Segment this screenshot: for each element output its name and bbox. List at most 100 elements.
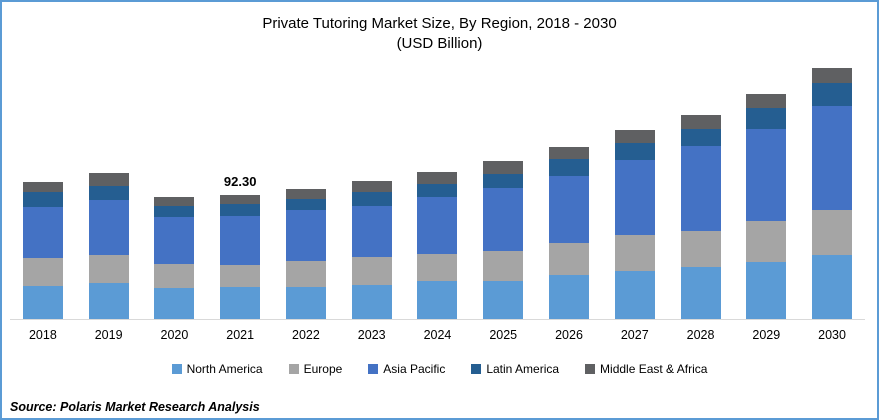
bar-slot-2021: 92.30 <box>207 62 273 319</box>
x-tick-label-2018: 2018 <box>28 328 57 342</box>
bar-slot-2023 <box>339 62 405 319</box>
bar-segment-north-america <box>746 262 787 319</box>
bar-segment-north-america <box>22 285 63 319</box>
legend-label: Middle East & Africa <box>600 362 708 376</box>
source-note: Source: Polaris Market Research Analysis <box>10 400 260 414</box>
bar-segment-asia-pacific <box>351 206 392 257</box>
legend-item-europe: Europe <box>288 362 343 376</box>
stacked-bar-2029 <box>746 93 787 319</box>
bar-segment-europe <box>417 253 458 282</box>
x-tick-label-2024: 2024 <box>423 328 452 342</box>
bar-segment-middle-east-africa <box>483 160 524 174</box>
x-tick-label-2028: 2028 <box>686 328 715 342</box>
bar-segment-north-america <box>483 280 524 319</box>
bar-slot-2019 <box>76 62 142 319</box>
bar-segment-asia-pacific <box>285 210 326 262</box>
bar-segment-asia-pacific <box>154 216 195 265</box>
stacked-bar-2030 <box>812 68 853 319</box>
bar-segment-europe <box>22 257 63 286</box>
bar-segment-latin-america <box>351 192 392 207</box>
x-tick-label-2030: 2030 <box>818 328 846 342</box>
stacked-bar-2022 <box>285 188 326 319</box>
bar-segment-north-america <box>285 286 326 319</box>
bar-segment-middle-east-africa <box>220 195 261 205</box>
plot-area: 92.30 <box>10 62 865 319</box>
bar-segment-middle-east-africa <box>812 68 853 83</box>
bar-segment-latin-america <box>746 107 787 129</box>
bar-segment-north-america <box>549 274 589 319</box>
stacked-bar-2027 <box>614 129 655 319</box>
stacked-bar-2026 <box>549 147 589 319</box>
bar-slot-2029 <box>733 62 799 319</box>
bar-segment-latin-america <box>22 191 63 207</box>
bar-segment-latin-america <box>680 128 721 147</box>
legend-label: Latin America <box>486 362 560 376</box>
bar-slot-2022 <box>273 62 339 319</box>
chart-title-block: Private Tutoring Market Size, By Region,… <box>2 14 877 54</box>
bar-segment-europe <box>351 256 392 285</box>
bar-segment-middle-east-africa <box>549 147 589 160</box>
x-tick-label-2026: 2026 <box>555 328 583 342</box>
bar-segment-middle-east-africa <box>88 173 129 186</box>
bar-segment-europe <box>88 254 129 284</box>
bar-segment-asia-pacific <box>417 196 458 254</box>
bar-segment-middle-east-africa <box>351 181 392 193</box>
bar-segment-europe <box>614 234 655 271</box>
bar-segment-asia-pacific <box>22 206 63 258</box>
bar-segment-middle-east-africa <box>22 182 63 192</box>
bar-slot-2018 <box>10 62 76 319</box>
x-axis-labels: 2018 2019 2020 2021 2022 2023 2024 2025 2026 2027… <box>10 328 865 342</box>
legend-swatch-icon <box>368 364 379 374</box>
x-tick-label-2021: 2021 <box>226 328 255 342</box>
legend-swatch-icon <box>288 364 299 374</box>
bar-segment-asia-pacific <box>680 146 721 231</box>
chart-subtitle: (USD Billion) <box>396 35 483 52</box>
bar-segment-latin-america <box>154 206 195 217</box>
bar-segment-europe <box>680 230 721 268</box>
bar-segment-north-america <box>614 270 655 319</box>
bar-segment-asia-pacific <box>483 187 524 251</box>
bar-segment-middle-east-africa <box>417 172 458 184</box>
bar-segment-latin-america <box>812 82 853 107</box>
bar-slot-2026 <box>536 62 602 319</box>
bar-segment-middle-east-africa <box>154 196 195 207</box>
bar-segment-europe <box>483 250 524 281</box>
legend-label: North America <box>186 362 263 376</box>
stacked-bar-2024 <box>417 172 458 319</box>
x-tick-label-2027: 2027 <box>620 328 649 342</box>
stacked-bar-2021 <box>220 195 261 319</box>
bar-segment-latin-america <box>483 173 524 188</box>
stacked-bar-2025 <box>483 160 524 319</box>
bar-slot-2020 <box>142 62 208 319</box>
bar-segment-latin-america <box>285 199 326 211</box>
bar-segment-asia-pacific <box>220 216 261 265</box>
bar-segment-europe <box>812 210 853 256</box>
stacked-bar-2018 <box>22 182 63 319</box>
bar-segment-middle-east-africa <box>746 93 787 108</box>
legend-item-asia-pacific: Asia Pacific <box>368 362 445 376</box>
bar-segment-north-america <box>351 284 392 319</box>
bar-segment-europe <box>549 242 589 275</box>
bar-segment-latin-america <box>614 142 655 160</box>
bar-slot-2028 <box>668 62 734 319</box>
data-label-2021: 92.30 <box>223 174 257 190</box>
bar-segment-asia-pacific <box>746 128 787 221</box>
bar-segment-europe <box>746 220 787 263</box>
legend-label: Europe <box>303 362 343 376</box>
bar-segment-asia-pacific <box>614 159 655 235</box>
stacked-bar-2020 <box>154 196 195 319</box>
bar-segment-europe <box>220 264 261 288</box>
bar-segment-north-america <box>417 281 458 319</box>
x-tick-label-2025: 2025 <box>489 328 518 342</box>
chart-title: Private Tutoring Market Size, By Region,… <box>262 15 617 32</box>
bar-segment-asia-pacific <box>549 175 589 243</box>
x-tick-label-2023: 2023 <box>357 328 386 342</box>
bar-segment-europe <box>154 264 195 289</box>
legend-swatch-icon <box>585 364 596 374</box>
bar-segment-north-america <box>812 255 853 319</box>
legend-item-latin-america: Latin America <box>471 362 559 376</box>
x-tick-label-2029: 2029 <box>752 328 781 342</box>
legend-item-middle-east-africa: Middle East & Africa <box>585 362 707 376</box>
stacked-bar-2028 <box>680 115 721 319</box>
